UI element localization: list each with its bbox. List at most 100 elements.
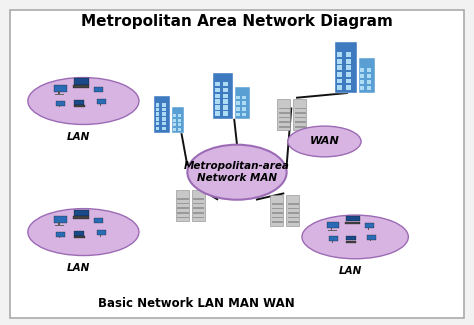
Bar xyxy=(74,210,89,216)
FancyBboxPatch shape xyxy=(191,190,205,221)
Bar xyxy=(56,101,65,106)
Bar xyxy=(295,126,306,127)
Bar xyxy=(162,103,166,107)
Bar xyxy=(193,203,204,204)
Bar xyxy=(288,203,299,205)
Bar xyxy=(337,72,342,77)
Bar xyxy=(223,105,228,110)
Bar xyxy=(360,74,364,78)
Bar xyxy=(295,112,306,114)
Bar xyxy=(367,235,376,240)
Bar xyxy=(295,117,306,118)
Bar xyxy=(242,101,246,105)
Bar xyxy=(215,111,219,116)
Bar xyxy=(346,59,351,64)
Bar xyxy=(332,241,333,243)
Bar xyxy=(346,236,356,240)
Bar xyxy=(346,79,351,83)
Bar xyxy=(97,230,106,235)
Bar xyxy=(177,212,189,214)
Bar xyxy=(279,112,290,114)
Ellipse shape xyxy=(28,78,139,124)
Bar xyxy=(237,113,240,116)
Bar xyxy=(162,117,166,121)
Bar xyxy=(331,228,332,230)
Bar xyxy=(337,59,342,64)
Bar xyxy=(235,87,250,119)
Bar xyxy=(215,99,219,104)
Bar xyxy=(237,96,240,99)
Bar xyxy=(367,74,371,78)
Bar xyxy=(215,105,219,110)
Bar xyxy=(279,117,290,118)
Bar xyxy=(156,108,159,111)
Bar xyxy=(337,85,342,90)
Bar xyxy=(360,80,364,84)
Bar xyxy=(162,122,166,125)
Bar xyxy=(177,217,189,218)
Bar xyxy=(223,99,228,104)
Bar xyxy=(58,91,60,94)
Bar xyxy=(360,86,364,90)
Bar xyxy=(173,128,176,131)
Bar xyxy=(223,111,228,116)
Bar xyxy=(156,122,159,125)
Bar xyxy=(272,203,283,205)
Ellipse shape xyxy=(28,209,139,255)
Bar xyxy=(223,94,228,98)
Bar xyxy=(73,105,84,107)
Ellipse shape xyxy=(187,145,287,200)
Bar xyxy=(346,65,351,70)
Bar xyxy=(74,79,89,84)
Bar xyxy=(98,223,99,225)
Bar xyxy=(295,122,306,123)
Bar xyxy=(177,207,189,209)
Ellipse shape xyxy=(302,215,408,259)
Bar xyxy=(368,228,369,230)
Bar xyxy=(279,126,290,127)
Bar xyxy=(367,86,371,90)
Bar xyxy=(54,216,66,223)
Bar xyxy=(288,212,299,214)
FancyBboxPatch shape xyxy=(277,99,291,130)
FancyBboxPatch shape xyxy=(286,195,299,226)
Bar xyxy=(55,225,64,226)
Bar xyxy=(223,88,228,92)
Bar xyxy=(237,101,240,105)
Bar xyxy=(162,127,166,130)
Bar xyxy=(193,212,204,214)
Bar xyxy=(178,119,181,122)
Bar xyxy=(215,88,219,92)
Bar xyxy=(272,217,283,218)
Bar xyxy=(193,198,204,200)
Bar xyxy=(173,124,176,126)
Bar xyxy=(73,216,89,219)
Bar xyxy=(94,87,103,92)
Bar xyxy=(59,236,60,239)
Bar xyxy=(98,91,99,94)
Bar xyxy=(173,114,176,117)
Bar xyxy=(177,198,189,200)
Bar xyxy=(73,236,84,238)
Bar xyxy=(178,114,181,117)
Bar xyxy=(359,58,375,93)
FancyBboxPatch shape xyxy=(10,10,464,318)
Bar xyxy=(54,85,66,92)
Bar xyxy=(360,68,364,72)
Bar xyxy=(213,72,233,119)
Bar xyxy=(156,127,159,130)
Bar xyxy=(329,237,337,241)
Bar xyxy=(288,221,299,223)
Bar xyxy=(59,105,60,107)
Text: WAN: WAN xyxy=(310,136,339,147)
FancyBboxPatch shape xyxy=(270,195,283,226)
Bar xyxy=(337,52,342,57)
Bar xyxy=(156,112,159,116)
Bar xyxy=(173,119,176,122)
Bar xyxy=(242,96,246,99)
Bar xyxy=(279,108,290,109)
Text: LAN: LAN xyxy=(67,132,91,142)
Bar xyxy=(162,108,166,111)
Bar xyxy=(73,85,89,88)
Bar xyxy=(327,222,339,228)
